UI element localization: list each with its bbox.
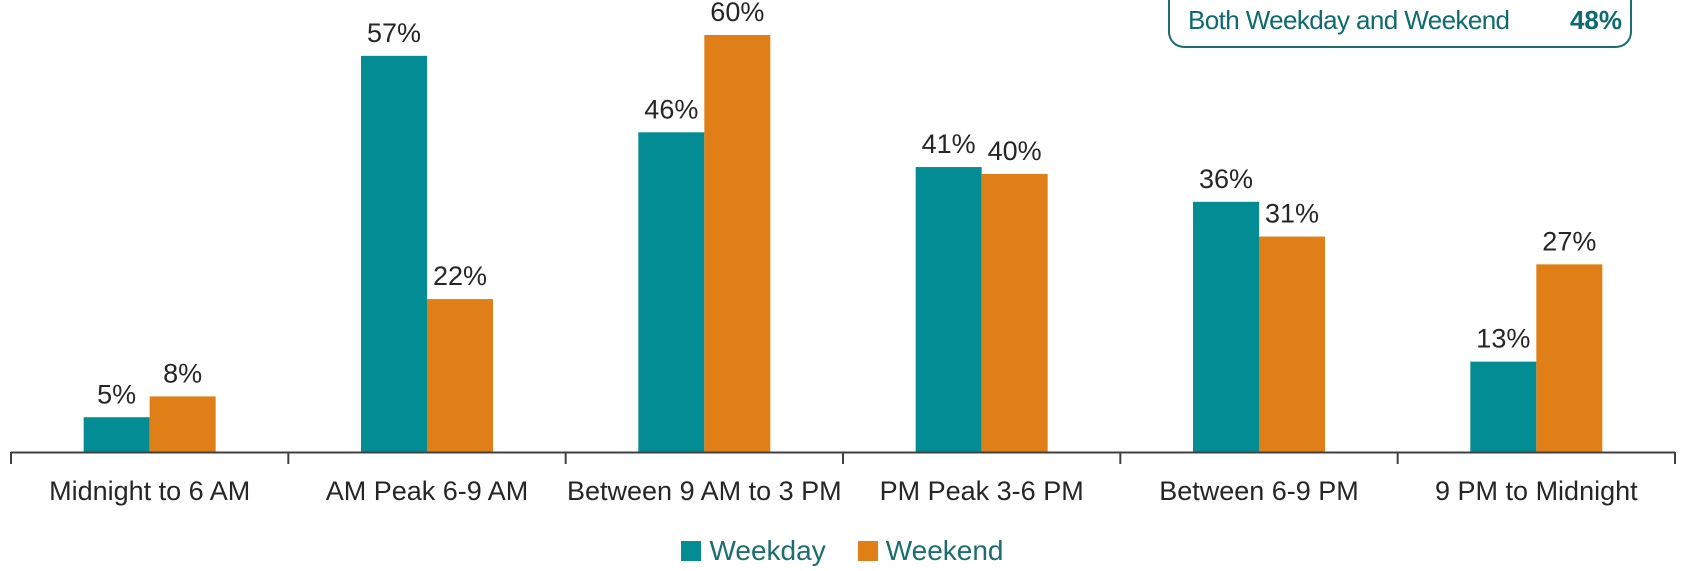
legend-label-weekday: Weekday — [709, 535, 826, 566]
bar-weekend-2 — [704, 35, 771, 452]
x-tick-label-5: 9 PM to Midnight — [1435, 476, 1638, 506]
bar-weekend-1 — [427, 299, 493, 452]
data-label-weekend-5: 27% — [1542, 226, 1596, 256]
data-label-weekend-0: 8% — [163, 358, 202, 388]
data-label-weekday-1: 57% — [367, 18, 421, 48]
legend-swatch-weekday — [681, 541, 702, 561]
bar-weekday-5 — [1470, 361, 1537, 452]
legend-label-weekend: Weekend — [885, 535, 1004, 566]
x-tick-label-2: Between 9 AM to 3 PM — [567, 476, 842, 506]
data-label-weekday-3: 41% — [922, 129, 976, 159]
bar-weekend-4 — [1259, 236, 1325, 452]
x-tick-label-3: PM Peak 3-6 PM — [880, 476, 1084, 506]
bar-weekend-0 — [149, 396, 216, 452]
bar-weekend-3 — [981, 174, 1048, 452]
x-axis — [10, 451, 1676, 464]
legend: Weekday Weekend — [0, 536, 1685, 566]
bar-weekday-3 — [915, 167, 982, 453]
data-label-weekend-2: 60% — [710, 0, 764, 27]
x-tick-label-1: AM Peak 6-9 AM — [326, 476, 529, 506]
data-labels: 5% 8% 57% 22% 46% 60% 41% 40% 36% 31% 13% 27% — [97, 0, 1596, 409]
x-tick-label-0: Midnight to 6 AM — [49, 476, 250, 506]
data-label-weekday-5: 13% — [1476, 324, 1530, 354]
legend-item-weekend: Weekend — [857, 535, 1004, 566]
bars-layer — [83, 35, 1603, 453]
callout-value: 48% — [1569, 5, 1622, 35]
bar-weekday-4 — [1193, 201, 1259, 452]
bar-weekend-5 — [1536, 264, 1603, 452]
data-label-weekday-4: 36% — [1199, 164, 1253, 194]
callout-label: Both Weekday and Weekend — [1188, 5, 1510, 35]
data-label-weekday-2: 46% — [644, 94, 698, 124]
x-tick-labels: Midnight to 6 AM AM Peak 6-9 AM Between 9 … — [49, 476, 1638, 506]
data-label-weekend-4: 31% — [1265, 199, 1319, 229]
x-tick-label-4: Between 6-9 PM — [1159, 476, 1359, 506]
legend-item-weekday: Weekday — [681, 535, 826, 566]
bar-weekday-0 — [83, 417, 150, 452]
legend-swatch-weekend — [857, 541, 878, 561]
bar-weekday-2 — [638, 132, 705, 453]
data-label-weekend-1: 22% — [433, 261, 487, 291]
data-label-weekend-3: 40% — [988, 136, 1042, 166]
callout-box: Both Weekday and Weekend 48% — [1168, 0, 1632, 48]
data-label-weekday-0: 5% — [97, 379, 136, 409]
bar-weekday-1 — [361, 55, 427, 452]
